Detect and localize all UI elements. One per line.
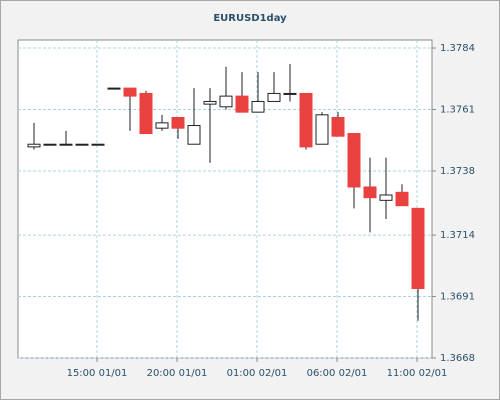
candle-body xyxy=(395,191,409,207)
candle-body xyxy=(347,133,361,188)
y-tick-label: 1.3668 xyxy=(440,353,475,364)
candle-body xyxy=(155,122,169,129)
candle-body xyxy=(235,95,249,113)
candle-body xyxy=(59,143,73,146)
candle-body xyxy=(315,114,329,145)
candle-body xyxy=(171,116,185,129)
candle-body xyxy=(331,116,345,137)
candle-body xyxy=(251,100,265,113)
y-tick-label: 1.3761 xyxy=(440,104,475,115)
candle-body xyxy=(219,95,233,108)
candle-body xyxy=(27,143,41,148)
candle-body xyxy=(75,143,89,146)
candle-body xyxy=(379,194,393,201)
x-tick-label: 15:00 01/01 xyxy=(67,368,128,379)
candle-body xyxy=(123,87,137,97)
candle-body xyxy=(187,125,201,145)
candle-body xyxy=(43,143,57,146)
candle-body xyxy=(363,186,377,199)
y-tick-label: 1.3784 xyxy=(440,43,475,54)
chart-title: EURUSD1day xyxy=(213,13,287,24)
x-tick-label: 20:00 01/01 xyxy=(147,368,208,379)
candle-body xyxy=(283,92,297,95)
y-tick-label: 1.3738 xyxy=(440,166,475,177)
candle-body xyxy=(299,92,313,148)
plot-area xyxy=(17,39,433,359)
y-tick-label: 1.3714 xyxy=(440,230,475,241)
candle-body xyxy=(267,92,281,102)
x-tick-label: 11:00 02/01 xyxy=(387,368,448,379)
candle-body xyxy=(107,87,121,90)
candle-body xyxy=(203,100,217,105)
x-tick-label: 06:00 02/01 xyxy=(307,368,368,379)
candle-body xyxy=(411,207,425,290)
y-tick-label: 1.3691 xyxy=(440,292,475,303)
candle-body xyxy=(91,143,105,146)
x-tick-label: 01:00 02/01 xyxy=(227,368,288,379)
candle-body xyxy=(139,92,153,135)
